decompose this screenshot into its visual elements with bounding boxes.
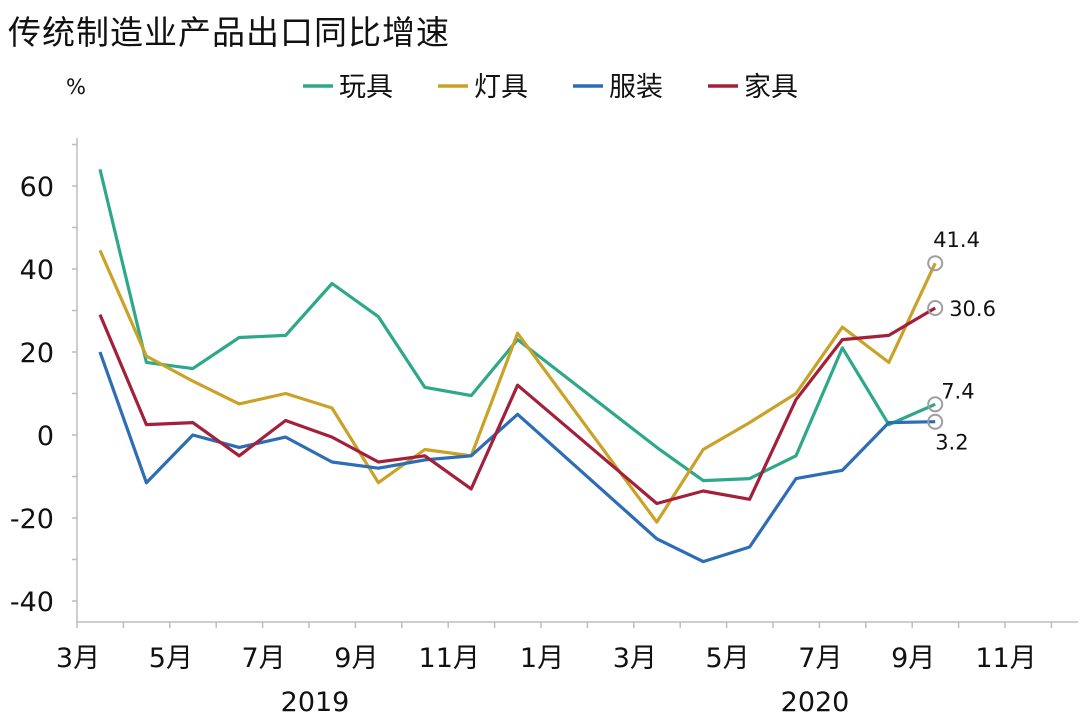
series-line-家具 xyxy=(98,306,937,506)
chart-title: 传统制造业产品出口同比增速 xyxy=(8,13,450,52)
x-tick-label: 11月 xyxy=(975,643,1036,674)
y-unit-label: % xyxy=(66,75,86,99)
series-line-玩具 xyxy=(98,169,936,483)
annotation-marker xyxy=(927,300,944,317)
legend-label: 灯具 xyxy=(474,72,528,103)
legend-label: 玩具 xyxy=(339,72,393,103)
year-label: 2020 xyxy=(781,687,850,718)
year-label: 2019 xyxy=(281,687,350,718)
annotation-label: 41.4 xyxy=(933,228,980,252)
y-tick-label: 40 xyxy=(20,255,54,286)
annotation-marker xyxy=(927,413,944,430)
x-tick-label: 7月 xyxy=(242,643,286,674)
x-tick-label: 5月 xyxy=(149,643,193,674)
annotation-label: 30.6 xyxy=(949,297,996,321)
legend: 玩具 灯具 服装 家具 xyxy=(303,72,798,103)
x-tick-label: 3月 xyxy=(613,643,657,674)
x-tick-label: 11月 xyxy=(419,643,480,674)
x-tick-label: 5月 xyxy=(706,643,750,674)
y-tick-label: 60 xyxy=(20,172,54,203)
series-layer xyxy=(98,169,937,564)
y-tick-label: -20 xyxy=(10,504,54,535)
x-tick-label: 9月 xyxy=(334,643,378,674)
legend-label: 服装 xyxy=(609,72,663,103)
annotation-layer: 41.4 30.6 7.4 3.2 xyxy=(927,228,996,455)
y-tick-label: -40 xyxy=(10,587,54,618)
x-tick-label: 9月 xyxy=(891,643,935,674)
legend-label: 家具 xyxy=(744,72,798,103)
annotation-label: 7.4 xyxy=(941,379,974,403)
axes-layer: 60 40 20 0 -20 -40% 3月 5月 7月 9月 11月 1月 3月 5月 7月 9月 11月 20… xyxy=(10,75,1078,718)
y-tick-label: 20 xyxy=(20,338,54,369)
annotation-marker xyxy=(927,396,944,413)
annotation-label: 3.2 xyxy=(935,431,968,455)
annotation-marker xyxy=(927,255,944,272)
y-tick-label: 0 xyxy=(37,421,54,452)
x-tick-label: 1月 xyxy=(520,643,564,674)
x-tick-label: 3月 xyxy=(56,643,100,674)
x-tick-label: 7月 xyxy=(798,643,842,674)
